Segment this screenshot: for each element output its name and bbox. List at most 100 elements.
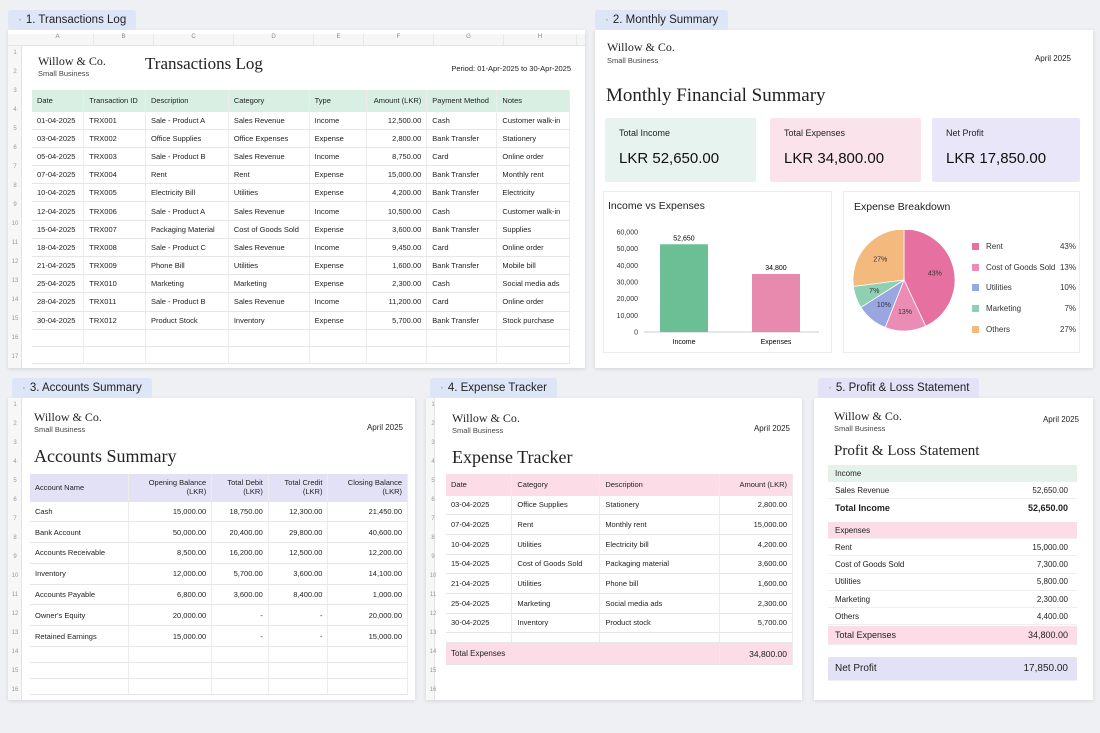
bar-income[interactable] (660, 244, 708, 332)
table-cell[interactable]: Income (309, 147, 367, 167)
column-header[interactable]: Amount (LKR) (366, 90, 428, 112)
row-number[interactable]: 11 (11, 240, 19, 246)
table-cell[interactable]: Phone bill (599, 573, 721, 594)
table-cell[interactable]: TRX005 (83, 183, 146, 203)
table-cell[interactable]: Sale - Product B (145, 292, 229, 312)
table-cell[interactable]: Sale - Product B (145, 147, 229, 167)
table-cell[interactable] (327, 662, 408, 680)
column-header[interactable]: Amount (LKR) (719, 474, 793, 496)
table-cell[interactable]: TRX012 (83, 311, 146, 330)
table-cell[interactable]: 12,500.00 (268, 542, 329, 564)
table-cell[interactable]: Card (426, 147, 498, 167)
panel-tab-transactions[interactable]: · 1. Transactions Log (8, 10, 137, 30)
table-row[interactable]: 18-04-2025 TRX008 Sale - Product C Sales Re… (32, 238, 570, 258)
table-cell[interactable]: 15,000.00 (719, 514, 793, 535)
table-cell[interactable]: 15,000.00 (128, 625, 213, 648)
table-cell[interactable]: Utilities (511, 573, 601, 594)
table-row[interactable]: 07-04-2025 Rent Monthly rent 15,000.00 (446, 514, 793, 535)
table-cell[interactable] (366, 346, 428, 364)
table-cell[interactable]: 6,800.00 (128, 584, 213, 606)
table-cell[interactable]: Income (309, 111, 367, 130)
column-header[interactable]: Payment Method (426, 90, 498, 112)
table-cell[interactable]: 12,300.00 (268, 501, 329, 523)
table-cell[interactable] (268, 646, 329, 664)
table-cell[interactable] (32, 329, 85, 347)
legend-item[interactable]: Others 27% (972, 325, 1076, 334)
table-cell[interactable]: Electricity (496, 183, 570, 203)
table-cell[interactable]: Stationery (599, 495, 721, 516)
row-number[interactable]: 9 (13, 554, 17, 560)
column-header[interactable]: Date (32, 90, 85, 112)
row-number[interactable]: 13 (11, 630, 19, 636)
table-cell[interactable] (83, 329, 146, 347)
table-cell[interactable]: Sales Revenue (228, 292, 310, 312)
column-header[interactable]: Type (309, 90, 367, 112)
table-cell[interactable]: 10-04-2025 (446, 534, 513, 555)
table-row[interactable]: 05-04-2025 TRX003 Sale - Product B Sales Re… (32, 147, 570, 167)
table-cell[interactable] (30, 678, 129, 696)
table-cell[interactable]: Owner's Equity (30, 604, 129, 627)
table-cell[interactable]: 1,000.00 (327, 584, 408, 606)
table-cell[interactable]: 2,800.00 (366, 129, 428, 148)
row-number[interactable]: 16 (11, 335, 19, 341)
row-number[interactable]: 6 (431, 497, 435, 503)
column-header[interactable]: Category (228, 90, 310, 112)
row-number[interactable]: 3 (431, 440, 435, 446)
row-number[interactable]: 1 (13, 402, 17, 408)
table-cell[interactable]: 3,600.00 (268, 563, 329, 585)
table-cell[interactable]: 18-04-2025 (32, 238, 85, 258)
table-cell[interactable]: Office Supplies (145, 129, 229, 148)
table-cell[interactable]: Retained Earnings (30, 625, 129, 648)
table-cell[interactable]: 10-04-2025 (32, 183, 85, 203)
table-cell[interactable]: 14,100.00 (327, 563, 408, 585)
table-cell[interactable]: Income (309, 292, 367, 312)
pie-slice-rent[interactable] (903, 230, 956, 327)
table-cell[interactable] (496, 346, 570, 364)
table-cell[interactable]: TRX002 (83, 129, 146, 148)
table-cell[interactable]: Sale - Product A (145, 201, 229, 221)
table-cell[interactable]: 3,600.00 (366, 220, 428, 239)
table-cell[interactable]: Online order (496, 292, 570, 312)
table-cell[interactable]: Online order (496, 147, 570, 167)
row-number[interactable]: 15 (11, 668, 19, 674)
table-cell[interactable]: TRX004 (83, 165, 146, 185)
row-number[interactable]: 8 (431, 535, 435, 541)
table-row[interactable]: 03-04-2025 Office Supplies Stationery 2,800… (446, 495, 793, 516)
table-cell[interactable]: 50,000.00 (128, 521, 213, 544)
table-row[interactable]: Bank Account 50,000.00 20,400.00 29,800.00 4… (30, 521, 408, 544)
table-cell[interactable] (145, 346, 229, 364)
col-letter[interactable]: G (434, 34, 504, 45)
table-cell[interactable]: Rent (228, 165, 310, 185)
table-cell[interactable]: 3,600.00 (211, 584, 269, 606)
table-row[interactable]: 21-04-2025 Utilities Phone bill 1,600.00 (446, 573, 793, 594)
column-header[interactable]: Total Debit (LKR) (211, 474, 269, 502)
table-cell[interactable]: Accounts Receivable (30, 542, 129, 564)
table-row[interactable]: 25-04-2025 TRX010 Marketing Marketing Expens… (32, 274, 570, 294)
row-number[interactable]: 6 (13, 497, 17, 503)
row-number[interactable]: 16 (429, 687, 437, 693)
table-cell[interactable]: TRX007 (83, 220, 146, 239)
row-number[interactable]: 11 (11, 592, 19, 598)
table-cell[interactable]: 8,500.00 (128, 542, 213, 564)
row-number[interactable]: 12 (429, 611, 437, 617)
table-cell[interactable]: Card (426, 238, 498, 258)
table-cell[interactable]: Product stock (599, 613, 721, 634)
table-cell[interactable]: 3,600.00 (719, 554, 793, 575)
row-number[interactable]: 2 (13, 69, 17, 75)
panel-tab-accounts[interactable]: · 3. Accounts Summary (12, 378, 152, 398)
table-row[interactable]: 01-04-2025 TRX001 Sale - Product A Sales Re… (32, 111, 570, 130)
table-cell[interactable]: Sales Revenue (228, 201, 310, 221)
table-cell[interactable]: Sales Revenue (228, 111, 310, 130)
table-cell[interactable]: Marketing (145, 274, 229, 294)
table-cell[interactable]: 5,700.00 (719, 613, 793, 634)
row-number[interactable]: 8 (13, 183, 17, 189)
table-cell[interactable]: 15,000.00 (128, 501, 213, 523)
table-row[interactable]: 12-04-2025 TRX006 Sale - Product A Sales Re… (32, 201, 570, 221)
table-cell[interactable]: 5,700.00 (366, 311, 428, 330)
table-cell[interactable]: 10,500.00 (366, 201, 428, 221)
table-cell[interactable] (426, 346, 498, 364)
table-cell[interactable]: TRX006 (83, 201, 146, 221)
table-cell[interactable]: 9,450.00 (366, 238, 428, 258)
table-row[interactable]: Retained Earnings 15,000.00- -15,000.00 (30, 625, 408, 648)
table-cell[interactable]: Cash (426, 274, 498, 294)
